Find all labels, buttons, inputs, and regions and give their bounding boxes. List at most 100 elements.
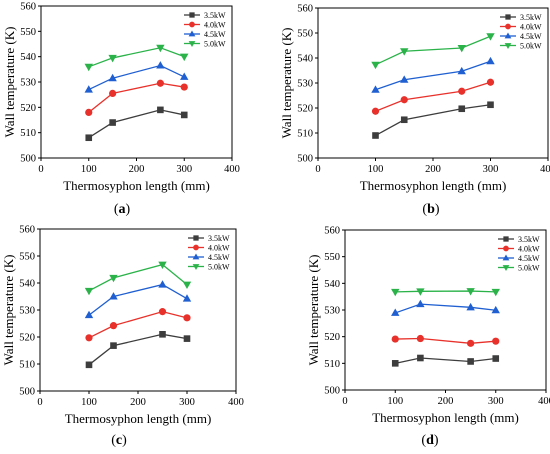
x-tick-label: 300 bbox=[483, 164, 499, 175]
legend-label: 3.5kW bbox=[204, 11, 226, 20]
data-point bbox=[457, 66, 466, 75]
series-line-4.5kW bbox=[88, 64, 185, 91]
y-axis-title: Wall temperature (K) bbox=[306, 255, 321, 366]
data-point bbox=[457, 45, 466, 53]
x-tick-label: 300 bbox=[488, 396, 504, 407]
data-point bbox=[467, 358, 474, 365]
data-point bbox=[371, 107, 380, 115]
legend-marker bbox=[502, 265, 510, 272]
y-tick-label: 530 bbox=[324, 306, 340, 317]
x-tick-label: 100 bbox=[81, 164, 97, 175]
legend-label: 4.5kW bbox=[518, 254, 540, 263]
data-point bbox=[183, 335, 191, 342]
data-point bbox=[458, 87, 466, 95]
data-point bbox=[417, 354, 424, 362]
data-point bbox=[372, 132, 379, 139]
data-point bbox=[156, 61, 165, 69]
legend-marker bbox=[503, 236, 509, 242]
data-point bbox=[400, 96, 408, 104]
data-point bbox=[84, 63, 93, 72]
x-axis-title: Thermosyphon length (mm) bbox=[65, 411, 212, 426]
plot-frame bbox=[317, 7, 549, 159]
data-point bbox=[85, 334, 93, 342]
data-point bbox=[157, 106, 164, 114]
data-point bbox=[371, 61, 380, 70]
data-point bbox=[491, 288, 500, 297]
data-point bbox=[466, 288, 475, 296]
y-tick-label: 550 bbox=[324, 252, 340, 263]
series-line-5.0kW bbox=[88, 47, 185, 68]
y-axis-title: Wall temperature (K) bbox=[2, 27, 17, 138]
panel-label: (c) bbox=[111, 433, 127, 448]
y-tick-label: 540 bbox=[20, 52, 36, 63]
legend-label: 3.5kW bbox=[520, 13, 542, 22]
data-point bbox=[84, 287, 94, 296]
series-line-4.5kW bbox=[375, 60, 491, 91]
data-point bbox=[109, 292, 118, 300]
series-line-3.5kW bbox=[395, 357, 496, 364]
x-tick-label: 200 bbox=[129, 164, 145, 175]
data-point bbox=[391, 308, 400, 316]
data-point bbox=[391, 335, 399, 343]
data-point bbox=[391, 360, 399, 367]
chart-panel-1: 0 100 200 300 400 500 510 520 530 540 550 560 Thermo… bbox=[2, 2, 240, 218]
data-point bbox=[108, 54, 117, 63]
data-point bbox=[109, 322, 118, 330]
data-point bbox=[109, 274, 118, 283]
data-point bbox=[491, 305, 500, 314]
data-point bbox=[400, 116, 408, 124]
y-tick-label: 500 bbox=[324, 386, 340, 397]
x-tick-label: 400 bbox=[538, 396, 550, 407]
x-tick-label: 300 bbox=[176, 164, 192, 175]
data-point bbox=[109, 119, 116, 126]
data-point bbox=[180, 53, 189, 62]
x-tick-label: 400 bbox=[228, 397, 244, 408]
data-point bbox=[158, 261, 167, 270]
data-point bbox=[84, 310, 94, 319]
data-point bbox=[158, 280, 167, 288]
data-point bbox=[492, 337, 500, 345]
y-tick-label: 560 bbox=[19, 225, 35, 236]
x-tick-label: 100 bbox=[387, 396, 403, 407]
legend-label: 4.0kW bbox=[518, 245, 540, 254]
data-point bbox=[156, 44, 165, 53]
y-tick-label: 520 bbox=[324, 332, 340, 343]
legend-marker bbox=[188, 30, 196, 37]
y-tick-label: 550 bbox=[19, 252, 35, 263]
series-line-4.0kW bbox=[395, 337, 496, 344]
y-tick-label: 540 bbox=[297, 54, 313, 65]
y-axis-title: Wall temperature (K) bbox=[1, 255, 16, 366]
x-tick-label: 0 bbox=[342, 396, 347, 407]
data-point bbox=[416, 288, 425, 296]
y-tick-label: 510 bbox=[20, 128, 36, 139]
series-line-5.0kW bbox=[88, 263, 188, 292]
y-tick-label: 510 bbox=[19, 360, 35, 371]
y-tick-label: 540 bbox=[19, 279, 35, 290]
legend-marker bbox=[504, 32, 512, 39]
series-line-5.0kW bbox=[395, 290, 496, 293]
legend-label: 4.0kW bbox=[208, 244, 230, 253]
data-point bbox=[391, 288, 400, 297]
series-line-4.5kW bbox=[395, 303, 496, 314]
series-line-3.5kW bbox=[375, 104, 491, 137]
panel-label: (b) bbox=[422, 202, 439, 217]
data-point bbox=[487, 101, 494, 109]
data-point bbox=[180, 111, 188, 119]
legend-marker bbox=[192, 253, 200, 260]
x-tick-label: 400 bbox=[540, 164, 550, 175]
series-line-4.0kW bbox=[88, 82, 185, 113]
data-point bbox=[467, 339, 475, 347]
x-tick-label: 100 bbox=[81, 397, 97, 408]
x-tick-label: 0 bbox=[37, 397, 42, 408]
y-tick-label: 520 bbox=[297, 104, 313, 115]
series-line-3.5kW bbox=[88, 333, 188, 366]
data-point bbox=[492, 355, 500, 362]
data-point bbox=[486, 33, 495, 41]
legend-label: 5.0kW bbox=[204, 40, 226, 49]
x-axis-title: Thermosyphon length (mm) bbox=[372, 410, 519, 425]
legend-marker bbox=[193, 235, 199, 241]
series-line-5.0kW bbox=[375, 35, 491, 66]
legend-label: 4.0kW bbox=[204, 21, 226, 30]
data-point bbox=[85, 108, 93, 116]
